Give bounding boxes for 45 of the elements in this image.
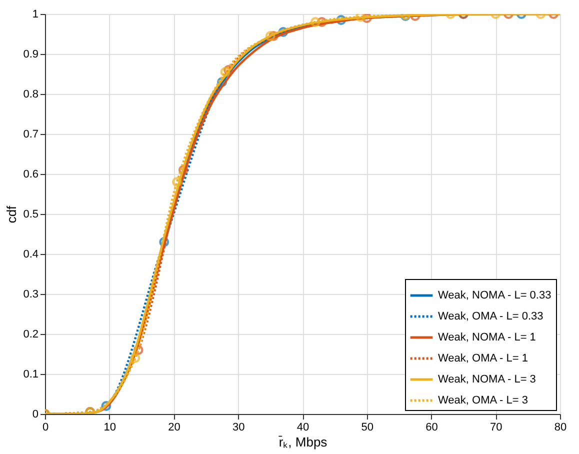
y-tick-label: 0.8 (23, 88, 38, 100)
point (278, 27, 288, 37)
point (178, 165, 188, 175)
point (159, 237, 170, 247)
point (316, 17, 327, 27)
point (220, 67, 230, 77)
x-tick-label: 0 (42, 422, 49, 434)
legend-label: Weak, NOMA - L= 1 (438, 332, 536, 344)
y-tick-label: 0.6 (23, 168, 38, 180)
point (336, 15, 346, 25)
y-tick-label: 1 (32, 8, 38, 20)
y-tick-label: 0.9 (23, 48, 38, 60)
y-tick-label: 0.4 (23, 248, 38, 260)
x-tick-label: 50 (361, 422, 374, 434)
y-tick-label: 0.5 (23, 208, 38, 220)
x-tick-label: 80 (554, 422, 567, 434)
x-tick-label: 60 (426, 422, 438, 434)
legend-label: Weak, OMA - L= 0.33 (438, 310, 544, 322)
legend-label: Weak, NOMA - L= 3 (438, 374, 536, 386)
x-axis-title: r̄ₖ, Mbps (278, 434, 328, 450)
point (223, 65, 234, 75)
point (310, 17, 320, 27)
point (217, 77, 228, 87)
x-tick-label: 20 (168, 422, 180, 434)
y-tick-label: 0.1 (23, 368, 38, 380)
x-tick-label: 40 (296, 422, 310, 434)
y-axis-title: cdf (4, 205, 20, 224)
y-tick-label: 0.7 (23, 128, 38, 140)
point (172, 177, 182, 187)
point (265, 31, 276, 41)
legend-label: Weak, OMA - L= 1 (438, 352, 528, 364)
point (362, 14, 372, 23)
y-tick-label: 0.3 (23, 288, 38, 300)
y-tick-label: 0.2 (23, 328, 38, 340)
legend-label: Weak, NOMA - L= 0.33 (438, 290, 552, 302)
point (101, 401, 112, 411)
point (130, 353, 140, 363)
y-tick-label: 0 (32, 408, 38, 420)
x-tick-label: 30 (232, 422, 245, 434)
point (133, 345, 144, 355)
x-tick-label: 10 (104, 422, 116, 434)
point (355, 14, 366, 22)
point (268, 31, 279, 41)
legend-label: Weak, OMA - L= 3 (438, 394, 528, 406)
x-tick-label: 70 (490, 422, 502, 434)
